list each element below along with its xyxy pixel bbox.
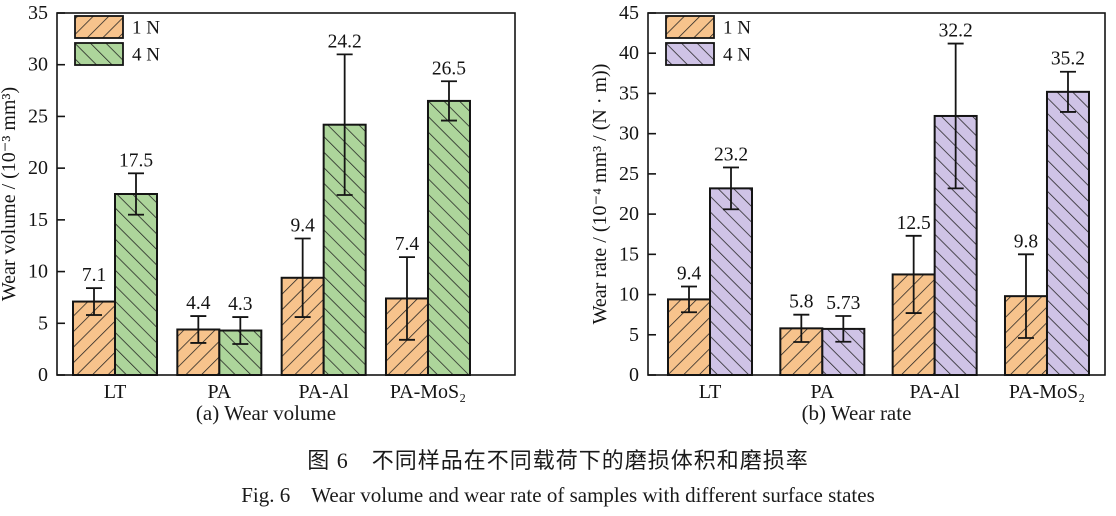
y-tick-label: 10 <box>28 261 48 283</box>
bar-4N-PA-MoS₂ <box>1045 90 1090 377</box>
y-tick-label: 40 <box>619 42 639 64</box>
y-tick-label: 45 <box>619 2 639 24</box>
error-bars-group <box>681 42 1076 343</box>
value-label: 26.5 <box>432 58 466 79</box>
caption-chinese: 图 6 不同样品在不同载荷下的磨损体积和磨损率 <box>307 448 809 473</box>
bar-4N-LT <box>114 193 158 376</box>
y-tick-label: 30 <box>28 54 48 76</box>
y-tick-label: 0 <box>38 364 48 386</box>
y-tick-label: 20 <box>619 203 639 225</box>
legend-swatch-1N <box>665 15 715 39</box>
value-labels-group: 9.4 5.8 12.5 9.8 23.2 5.73 32.2 35.2 <box>677 21 1085 314</box>
x-category-label: PA-MoS₂ <box>390 381 466 403</box>
value-label: 17.5 <box>119 150 153 171</box>
value-label: 12.5 <box>897 213 931 234</box>
value-label: 7.1 <box>82 265 106 286</box>
bar-4N-LT <box>709 187 753 376</box>
legend-label: 4 N <box>723 45 751 66</box>
chart-b-subtitle: (b) Wear rate <box>801 401 912 425</box>
x-category-label: LT <box>699 381 722 403</box>
legend-swatch-1N <box>74 15 124 39</box>
value-labels-group: 7.1 4.4 9.4 7.4 17.5 4.3 24.2 26.5 <box>82 31 466 315</box>
legend-swatch-4N <box>74 42 124 66</box>
legend: 1 N4 N <box>74 15 160 66</box>
y-tick-label: 35 <box>28 2 48 24</box>
value-label: 32.2 <box>939 21 973 42</box>
value-label: 5.73 <box>826 293 860 314</box>
value-label: 7.4 <box>395 234 420 255</box>
wear-volume-chart: 7.1 4.4 9.4 7.4 17.5 4.3 24.2 26.5 0 5 10 15 20 25 30 3… <box>0 2 516 403</box>
value-label: 9.4 <box>677 264 702 285</box>
value-label: 24.2 <box>328 31 362 52</box>
x-category-label: PA <box>207 381 231 403</box>
y-tick-label: 5 <box>38 312 48 334</box>
y-tick-label: 25 <box>28 105 48 127</box>
legend-label: 1 N <box>723 18 751 39</box>
value-label: 23.2 <box>714 144 748 165</box>
y-tick-label: 0 <box>629 364 639 386</box>
value-label: 9.8 <box>1014 231 1038 252</box>
y-tick-label: 20 <box>28 157 48 179</box>
value-label: 9.4 <box>290 215 315 236</box>
wear-rate-chart: 9.4 5.8 12.5 9.8 23.2 5.73 32.2 35.2 0 5 10 15 20 25 3… <box>589 2 1106 403</box>
figure-caption: 图 6 不同样品在不同载荷下的磨损体积和磨损率 Fig. 6 Wear volu… <box>0 443 1116 509</box>
error-bars-group <box>86 53 457 345</box>
legend-label: 1 N <box>132 18 160 39</box>
x-category-label: PA-Al <box>909 381 960 403</box>
value-label: 5.8 <box>789 292 813 313</box>
y-tick-label: 25 <box>619 163 639 185</box>
x-category-label: PA <box>810 381 834 403</box>
axes-group: 0 5 10 15 20 25 30 35 Wear volume / (10⁻³ mm³) LT… <box>0 2 516 403</box>
wear-volume-panel: 7.1 4.4 9.4 7.4 17.5 4.3 24.2 26.5 0 5 10 15 20 25 30 3… <box>0 0 560 432</box>
bar-4N-PA-MoS₂ <box>426 99 471 377</box>
value-label: 4.3 <box>228 294 252 315</box>
x-category-label: LT <box>104 381 127 403</box>
chart-a-subtitle: (a) Wear volume <box>195 401 337 425</box>
legend-label: 4 N <box>132 45 160 66</box>
x-category-label: PA-MoS₂ <box>1009 381 1085 403</box>
y-axis-title: Wear rate / (10⁻⁴ mm³ / (N · m)) <box>589 64 611 325</box>
axes-group: 0 5 10 15 20 25 30 35 40 45 Wear rate / (10⁻⁴ mm³ … <box>589 2 1106 403</box>
y-tick-label: 15 <box>28 209 48 231</box>
value-label: 35.2 <box>1051 49 1085 70</box>
legend-swatch-4N <box>665 42 715 66</box>
y-tick-label: 5 <box>629 324 639 346</box>
y-tick-label: 10 <box>619 284 639 306</box>
y-tick-label: 15 <box>619 243 639 265</box>
value-label: 4.4 <box>186 293 211 314</box>
y-tick-label: 30 <box>619 123 639 145</box>
legend: 1 N4 N <box>665 15 751 66</box>
x-category-label: PA-Al <box>298 381 349 403</box>
y-axis-title: Wear volume / (10⁻³ mm³) <box>0 87 20 301</box>
wear-rate-panel: 9.4 5.8 12.5 9.8 23.2 5.73 32.2 35.2 0 5 10 15 20 25 3… <box>560 0 1116 432</box>
caption-english: Fig. 6 Wear volume and wear rate of samp… <box>241 483 875 507</box>
y-tick-label: 35 <box>619 82 639 104</box>
